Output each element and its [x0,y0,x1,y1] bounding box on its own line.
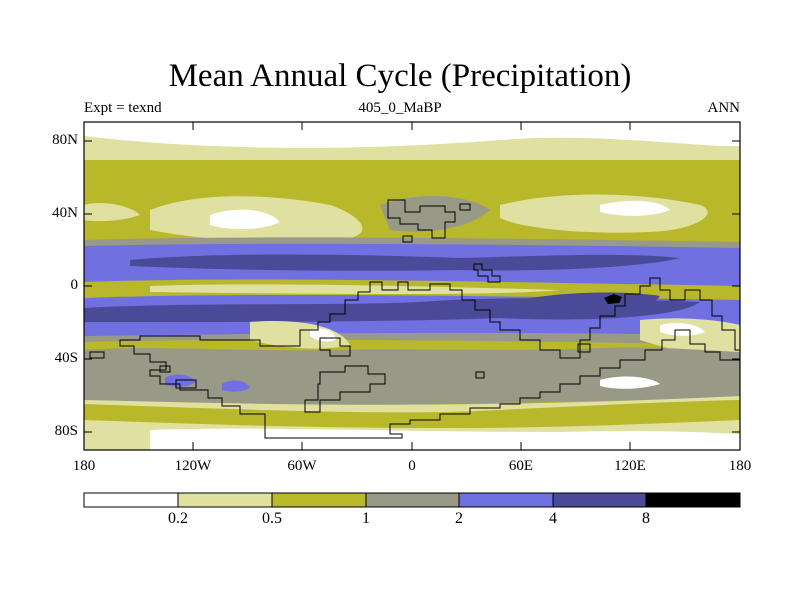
colorbar-label-3: 2 [455,510,463,527]
s-olive-high [84,400,740,428]
n-white-1 [210,209,280,230]
colorbar-label-4: 4 [549,510,557,527]
n-pale-3 [84,203,140,222]
colorbar-frame [83,492,741,508]
s-white-high [150,428,740,450]
n-grey-1 [380,195,490,232]
outline-island-e2 [475,371,485,379]
colorbar-swatch-4 [459,493,553,507]
colorbar-swatch-3 [366,493,459,507]
colorbar-swatch-0 [84,493,178,507]
season-label: ANN [707,100,741,116]
outline-island-e [577,343,591,353]
plot-title: Mean Annual Cycle (Precipitation) [168,58,632,94]
outline-northern-land [387,199,456,239]
outline-equatorial-island [473,263,501,283]
colorbar-swatch-2 [272,493,366,507]
axis-ticks [84,122,740,450]
lon-label-180w: 180 [72,458,96,474]
equator-pale [150,284,560,294]
colorbar-label-5: 8 [642,510,650,527]
colorbar-swatch-5 [553,493,646,507]
lat-label-40n: 40N [52,205,78,221]
lon-label-0: 0 [408,458,416,474]
lon-label-120e: 120E [614,458,646,474]
n-white-2 [600,200,670,216]
outline-gondwana [119,277,740,439]
colorbar-label-1: 0.5 [262,510,282,527]
lon-label-60w: 60W [287,458,317,474]
outline-island-w2 [159,365,171,373]
lat-label-80s: 80S [54,423,78,439]
colorbar-label-2: 1 [362,510,370,527]
outline-south-lake [319,337,351,357]
outline-small-n2 [459,203,471,211]
outline-island-w [89,351,105,359]
itcz-north-dark [130,254,680,271]
experiment-label: Expt = texnd [84,100,162,116]
lat-label-80n: 80N [52,132,78,148]
lat-label-40s: 40S [54,350,78,366]
max-precip-black [604,294,622,304]
colorbar-swatch-1 [178,493,272,507]
colorbar [83,492,741,508]
s-blue-2 [222,380,250,392]
north-white-lobe [84,122,740,148]
s-white-2 [660,322,705,336]
outline-small-n [402,235,413,243]
lon-label-180e: 180 [728,458,752,474]
outline-island-w3 [175,379,197,389]
colorbar-swatch-6 [646,493,740,507]
s-grey-belt [84,347,740,405]
colorbar-label-0: 0.2 [168,510,188,527]
lon-label-120w: 120W [174,458,212,474]
period-label: 405_0_MaBP [358,100,442,116]
lat-label-0: 0 [70,277,79,293]
outline-gondwana-inner [304,365,386,413]
continent-outlines [89,199,740,439]
lon-label-60e: 60E [508,458,534,474]
s-white-patch [600,376,660,389]
